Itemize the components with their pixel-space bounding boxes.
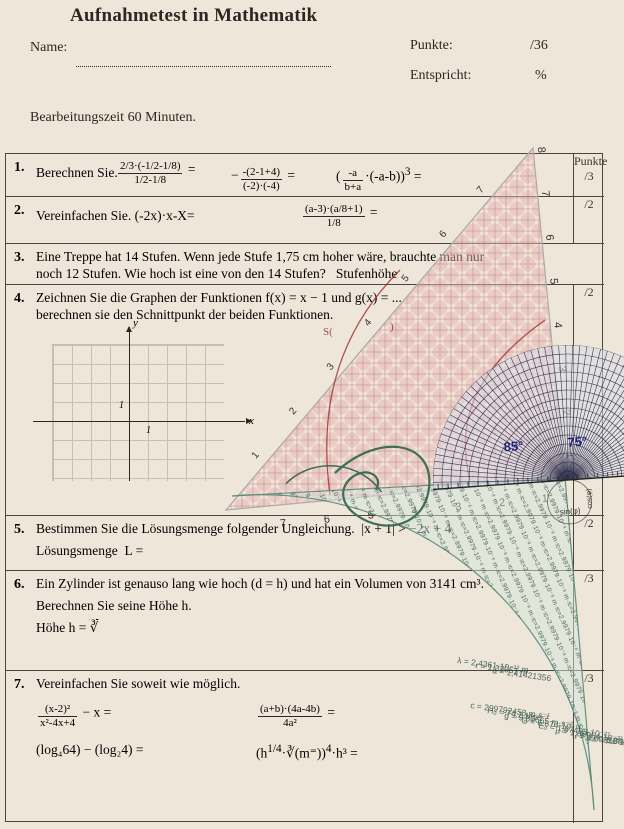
- svg-text:μ₀ = 4π·10⁻⁷ V·s·A⁻¹·m⁻¹: μ₀ = 4π·10⁻⁷ V·s·A⁻¹·m⁻¹: [606, 734, 624, 757]
